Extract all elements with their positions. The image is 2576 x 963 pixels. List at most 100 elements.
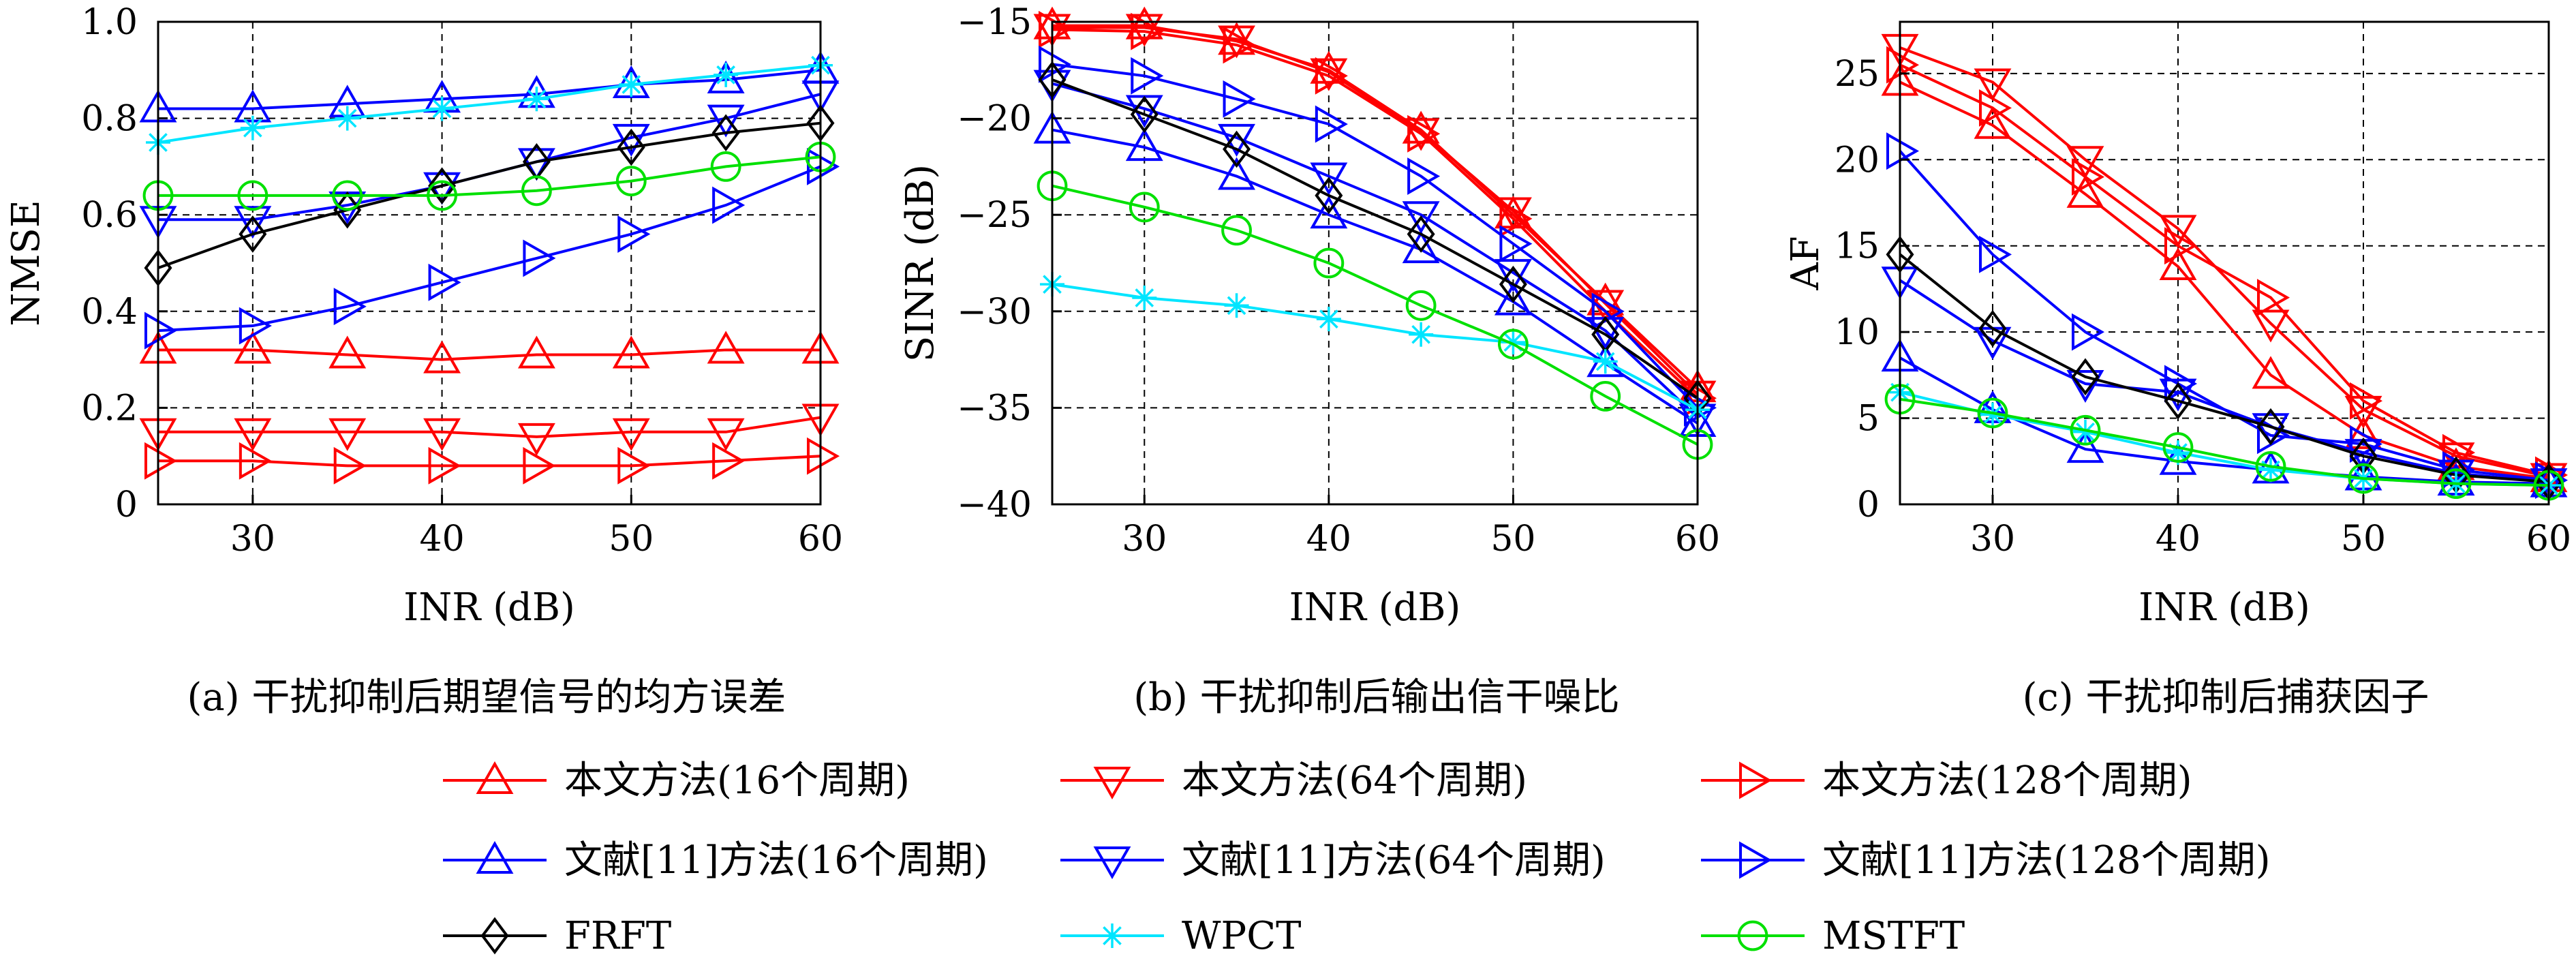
data-point (237, 180, 269, 211)
data-point (1125, 128, 1163, 162)
data-point (1977, 397, 2008, 429)
series-path (1052, 283, 1698, 412)
legend-label: 文献[11]方法(64个周期) (1182, 838, 1606, 883)
data-point (1315, 57, 1348, 95)
legend-label: 本文方法(16个周期) (564, 759, 910, 803)
data-point (1494, 282, 1532, 316)
data-point (328, 335, 367, 369)
y-tick-label: −20 (957, 99, 1032, 140)
data-point (144, 442, 178, 480)
data-point (2164, 227, 2198, 265)
plot-frame (1899, 20, 2550, 506)
data-point (2164, 365, 2198, 403)
x-axis-label: INR (dB) (1289, 585, 1461, 630)
legend-entry: 文献[11]方法(16个周期) (443, 838, 988, 883)
data-point (333, 288, 367, 326)
series-line (1033, 110, 1717, 438)
chart-panel-1: 30 40 50 60 0 0.2 0.4 0.6 0.8 1.0 INR (dB) NMSE (a) … (4, 2, 843, 720)
y-tick-label: −15 (957, 2, 1032, 43)
panel-caption: (a) 干扰抑制后期望信号的均方误差 (187, 675, 786, 720)
data-point (615, 166, 647, 197)
y-tick-label: −35 (957, 388, 1032, 429)
chart-panel-3: 30 40 50 60 0 5 10 15 20 25 INR (dB) AF (c) 干扰抑制后捕获因… (1783, 20, 2571, 720)
data-point (712, 442, 746, 480)
y-tick-label: 20 (1835, 140, 1880, 181)
data-point (2073, 419, 2098, 444)
data-point (707, 418, 745, 451)
data-point (240, 115, 265, 140)
data-point (1224, 293, 1249, 318)
legend-label: MSTFT (1822, 914, 1965, 958)
series-path (1899, 253, 2549, 484)
data-point (617, 215, 651, 253)
legend-entry: 本文方法(16个周期) (443, 759, 910, 803)
series-path (158, 68, 821, 110)
y-tick-label: 0.6 (81, 195, 138, 236)
x-tick-label: 60 (1675, 519, 1720, 560)
data-point (714, 62, 739, 87)
data-point (2350, 425, 2383, 463)
data-point (2162, 432, 2194, 463)
data-point (239, 215, 267, 253)
y-tick-label: 0.2 (81, 388, 138, 429)
data-point (333, 446, 367, 485)
x-tick-label: 30 (1122, 519, 1167, 560)
data-point (1402, 201, 1440, 234)
data-point (1684, 388, 1717, 427)
data-point (335, 106, 360, 131)
data-point (1223, 80, 1256, 118)
data-point (2072, 158, 2105, 196)
series-path (1052, 63, 1699, 409)
data-point (144, 311, 178, 350)
data-point (2440, 468, 2472, 500)
y-tick-label: 0.8 (81, 99, 138, 140)
series-line (144, 104, 835, 287)
series-line (1881, 63, 2568, 493)
data-point (517, 335, 555, 369)
data-point (1407, 114, 1441, 153)
data-point (2348, 463, 2379, 494)
legend-label: 本文方法(128个周期) (1822, 759, 2192, 803)
data-point (428, 263, 461, 301)
x-axis-label: INR (dB) (403, 585, 575, 630)
data-point (2159, 247, 2197, 281)
data-point (617, 446, 651, 485)
data-point (2344, 395, 2382, 429)
legend-marker (1739, 841, 1773, 879)
data-point (427, 180, 457, 211)
legend-entry: 文献[11]方法(64个周期) (1060, 838, 1606, 883)
legend-marker (1093, 767, 1131, 800)
legend-label: WPCT (1182, 914, 1301, 958)
legend-label: 本文方法(64个周期) (1182, 759, 1527, 803)
series-line (144, 147, 840, 350)
x-tick-label: 40 (419, 519, 464, 560)
series-path (158, 416, 821, 438)
legend-entry: 本文方法(128个周期) (1701, 759, 2192, 803)
panel-caption: (c) 干扰抑制后捕获因子 (2023, 675, 2429, 720)
x-tick-label: 50 (609, 519, 654, 560)
y-tick-label: −30 (957, 292, 1032, 333)
series-line (139, 403, 840, 456)
data-point (328, 418, 367, 451)
data-point (1979, 235, 2012, 273)
data-point (2066, 370, 2104, 403)
data-point (2350, 382, 2383, 420)
data-point (1501, 330, 1526, 355)
y-tick-label: 1.0 (81, 2, 138, 43)
y-axis-label: NMSE (4, 200, 48, 326)
y-tick-label: 0 (115, 485, 138, 525)
series-path (1899, 279, 2549, 484)
data-point (1499, 225, 1533, 263)
y-axis-label: AF (1783, 236, 1828, 290)
data-point (707, 331, 745, 364)
series-path (1899, 397, 2549, 487)
data-point (1315, 105, 1348, 143)
data-point (2255, 450, 2286, 482)
data-point (1218, 123, 1256, 157)
series-path (1899, 63, 2549, 476)
legend-label: 文献[11]方法(16个周期) (564, 838, 988, 883)
data-point (423, 418, 461, 451)
data-point (1402, 118, 1440, 151)
series-path (157, 121, 821, 269)
